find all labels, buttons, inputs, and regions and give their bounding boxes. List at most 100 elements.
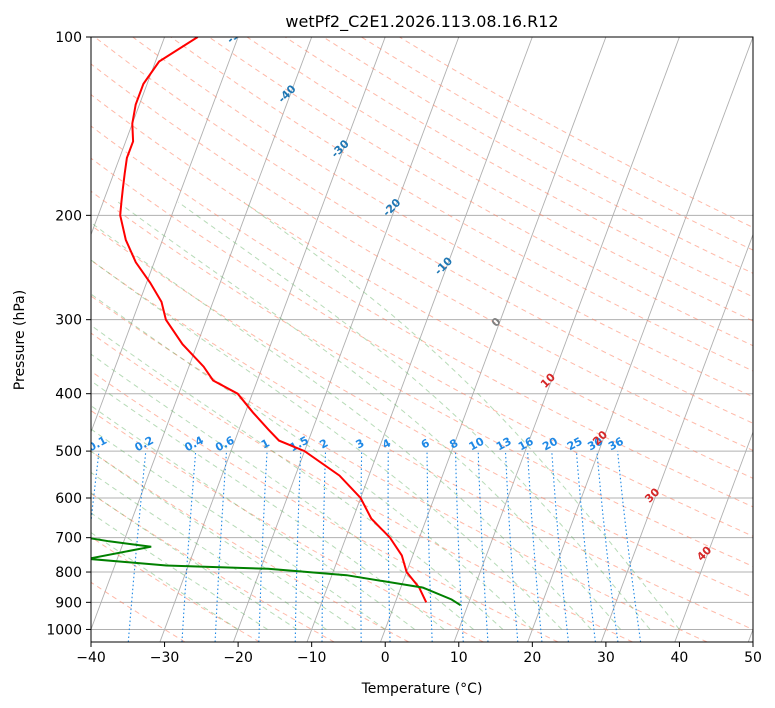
moist-adiabat-line	[91, 293, 533, 630]
dry-adiabat-line	[91, 450, 409, 642]
mixing-ratio-label: 10	[467, 435, 487, 454]
mixing-ratio-line	[477, 451, 489, 642]
dry-adiabat-line	[91, 332, 633, 642]
mixing-ratio-line	[504, 451, 519, 642]
mixing-ratio-line	[575, 451, 596, 642]
x-tick-label: 40	[671, 650, 689, 666]
y-axis: 100 200 300 400 500 600 700 800 900 1000	[46, 30, 91, 638]
y-tick-label: 100	[55, 30, 82, 46]
x-tick-label: −20	[223, 650, 253, 666]
moist-adiabat-line	[91, 324, 504, 630]
x-axis: −40 −30 −20 −10 0 10 20 30 40 50	[76, 642, 762, 666]
isotherm-label: -50	[224, 23, 247, 46]
isotherm-line	[159, 37, 386, 642]
dry-adiabat-line	[94, 37, 753, 424]
isotherm-label: 10	[538, 370, 558, 390]
mixing-ratio-line	[426, 451, 433, 642]
mixing-ratio-lines	[91, 451, 642, 642]
mixing-ratio-label: 30	[585, 435, 605, 454]
moist-adiabat-line	[91, 450, 357, 630]
mixing-ratio-line	[294, 451, 302, 642]
mixing-ratio-line	[181, 451, 197, 642]
moist-adiabat-line	[117, 201, 621, 630]
chart-title: wetPf2_C2E1.2026.113.08.16.R12	[285, 12, 558, 32]
x-tick-label: −40	[76, 650, 106, 666]
dry-adiabat-line	[91, 370, 559, 642]
moist-adiabat-line	[91, 221, 592, 630]
moist-adiabat-line	[91, 428, 386, 630]
dry-adiabat-line	[91, 224, 753, 599]
moist-adiabat-line	[91, 380, 445, 630]
isotherm-label: -30	[329, 137, 352, 160]
isotherm-line	[527, 37, 753, 642]
x-tick-label: 50	[744, 650, 762, 666]
moist-adiabat-line	[91, 259, 563, 630]
isotherm-label: -40	[275, 82, 298, 105]
isotherm-label: 30	[642, 485, 662, 505]
y-tick-label: 400	[55, 387, 82, 403]
dry-adiabat-line	[91, 94, 753, 479]
isotherm-line	[747, 628, 753, 642]
x-tick-label: −30	[150, 650, 180, 666]
plot-area: 0.1 0.2 0.4 0.6 1 1.5 2 3 4 6 8 10 13 16 20 25 30 36-50-4…	[91, 23, 753, 642]
x-tick-label: −10	[297, 650, 327, 666]
moist-adiabat-line	[91, 532, 239, 630]
dry-adiabat-line	[91, 259, 753, 630]
dewpoint-profile-line	[91, 537, 462, 607]
isotherm-line	[306, 37, 533, 642]
isotherm-label: -10	[432, 254, 455, 277]
dry-adiabat-line	[91, 190, 753, 567]
mixing-ratio-line	[387, 451, 391, 642]
mixing-ratio-label: 25	[565, 435, 585, 454]
isotherm-line	[380, 37, 607, 642]
mixing-ratio-line	[321, 451, 327, 642]
mixing-ratio-line	[454, 451, 464, 642]
x-axis-title: Temperature (°C)	[361, 681, 483, 697]
mixing-ratio-line	[617, 451, 642, 642]
temperature-profile-line	[119, 37, 428, 603]
mixing-ratio-line	[127, 451, 147, 642]
y-tick-label: 500	[55, 444, 82, 460]
x-tick-label: 10	[450, 650, 468, 666]
mixing-ratio-line	[527, 451, 543, 642]
mixing-ratio-line	[360, 451, 363, 642]
dry-adiabat-line	[361, 37, 753, 251]
y-tick-label: 600	[55, 491, 82, 507]
dry-adiabat-line	[170, 37, 753, 372]
mixing-ratio-label: 3	[354, 436, 367, 451]
dry-adiabat-line	[91, 410, 484, 642]
mixing-ratio-label: 4	[380, 436, 393, 451]
moist-adiabat-line	[243, 201, 680, 630]
x-tick-label: 20	[523, 650, 541, 666]
dry-adiabat-line	[91, 63, 753, 452]
isotherm-line	[91, 37, 239, 434]
dry-adiabat-line	[91, 536, 260, 642]
y-tick-label: 700	[55, 531, 82, 547]
dry-adiabat-line	[399, 37, 753, 229]
isotherm-label: 40	[694, 543, 714, 563]
y-tick-label: 1000	[46, 622, 82, 638]
dry-adiabat-line	[208, 37, 753, 347]
isotherm-line	[600, 233, 753, 642]
dry-adiabat-line	[91, 125, 753, 508]
isotherm-line	[91, 37, 313, 631]
mixing-ratio-line	[551, 451, 569, 642]
y-tick-label: 200	[55, 208, 82, 224]
dry-adiabat-line	[91, 295, 708, 642]
mixing-ratio-label: 13	[494, 435, 514, 454]
y-tick-label: 800	[55, 565, 82, 581]
plot-frame	[90, 36, 754, 643]
dry-adiabat-line	[91, 492, 335, 642]
y-axis-title: Pressure (hPa)	[12, 290, 28, 390]
mixing-ratio-label: 16	[516, 435, 536, 454]
moist-adiabat-line	[91, 353, 474, 630]
isotherm-line	[232, 37, 460, 642]
y-tick-label: 300	[55, 313, 82, 329]
x-tick-label: 30	[597, 650, 615, 666]
mixing-ratio-label: 20	[540, 435, 560, 454]
dry-adiabat-line	[91, 157, 753, 537]
dry-adiabat-line	[132, 37, 753, 398]
moist-adiabat-line	[177, 201, 651, 630]
moist-adiabat-line	[91, 471, 327, 630]
